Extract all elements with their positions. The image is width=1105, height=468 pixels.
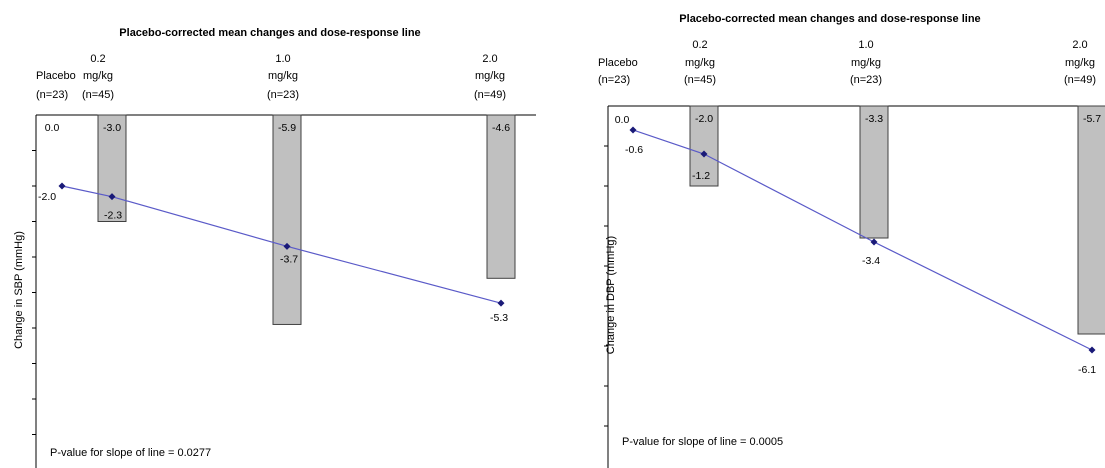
line-point-marker — [108, 193, 116, 201]
category-header-line: 2.0 — [482, 53, 497, 65]
bar-value-label: -5.9 — [278, 122, 296, 134]
category-header-line: (n=45) — [684, 74, 716, 86]
bar-0.2 — [689, 105, 719, 187]
dbp-chart-panel: Placebo-corrected mean changes and dose-… — [560, 0, 1105, 468]
dose-response-line — [632, 129, 1093, 351]
line-value-label: -2.0 — [38, 191, 56, 203]
line-point-marker — [700, 150, 708, 158]
bar-0.2 — [97, 114, 127, 222]
p-value-annotation: P-value for slope of line = 0.0277 — [50, 447, 211, 459]
chart-title: Placebo-corrected mean changes and dose-… — [679, 13, 980, 25]
category-header-line: (n=23) — [850, 74, 882, 86]
placebo-value-label: 0.0 — [45, 122, 60, 134]
bar-value-label: -4.6 — [492, 122, 510, 134]
bar-value-label: -3.3 — [865, 113, 883, 125]
line-point-marker — [497, 299, 505, 307]
p-value-annotation: P-value for slope of line = 0.0005 — [622, 436, 783, 448]
category-header-line: mg/kg — [1065, 57, 1095, 69]
category-header-line: (n=49) — [474, 89, 506, 101]
bar-2 — [486, 114, 516, 279]
bar-value-label: -3.0 — [103, 122, 121, 134]
chart-title: Placebo-corrected mean changes and dose-… — [119, 27, 420, 39]
bar-2 — [1077, 105, 1105, 335]
line-point-marker — [58, 182, 66, 190]
category-header-line: mg/kg — [851, 57, 881, 69]
sbp-chart: Placebo-corrected mean changes and dose-… — [13, 27, 536, 468]
y-axis-label: Change in SBP (mmHg) — [13, 231, 25, 349]
category-header-line: Placebo — [36, 70, 76, 82]
category-header-line: mg/kg — [83, 70, 113, 82]
category-header-line: (n=23) — [267, 89, 299, 101]
category-header-line: (n=23) — [36, 89, 68, 101]
line-value-label: -6.1 — [1078, 364, 1096, 376]
category-header-line: 2.0 — [1072, 39, 1087, 51]
category-header-line: 1.0 — [858, 39, 873, 51]
line-value-label: -1.2 — [692, 170, 710, 182]
dbp-chart: Placebo-corrected mean changes and dose-… — [598, 13, 1105, 468]
category-header-line: Placebo — [598, 57, 638, 69]
category-header-line: 0.2 — [90, 53, 105, 65]
line-value-label: -0.6 — [625, 144, 643, 156]
dose-response-line — [61, 185, 502, 304]
sbp-chart-panel: Placebo-corrected mean changes and dose-… — [0, 0, 540, 468]
category-header-line: mg/kg — [475, 70, 505, 82]
bar-1 — [272, 114, 302, 325]
line-value-label: -2.3 — [104, 210, 122, 222]
category-header-line: 0.2 — [692, 39, 707, 51]
category-header-line: (n=23) — [598, 74, 630, 86]
line-point-marker — [283, 242, 291, 250]
category-header-line: (n=49) — [1064, 74, 1096, 86]
line-point-marker — [870, 238, 878, 246]
category-header-line: mg/kg — [268, 70, 298, 82]
bar-1 — [859, 105, 889, 239]
category-header-line: (n=45) — [82, 89, 114, 101]
y-axis-label: Change in DBP (mmHg) — [605, 236, 617, 354]
bar-value-label: -2.0 — [695, 113, 713, 125]
line-point-marker — [629, 126, 637, 134]
category-header-line: mg/kg — [685, 57, 715, 69]
line-value-label: -3.7 — [280, 253, 298, 265]
bar-value-label: -5.7 — [1083, 113, 1101, 125]
line-value-label: -5.3 — [490, 312, 508, 324]
category-header-line: 1.0 — [275, 53, 290, 65]
line-point-marker — [1088, 346, 1096, 354]
placebo-value-label: 0.0 — [615, 114, 630, 126]
line-value-label: -3.4 — [862, 255, 880, 267]
